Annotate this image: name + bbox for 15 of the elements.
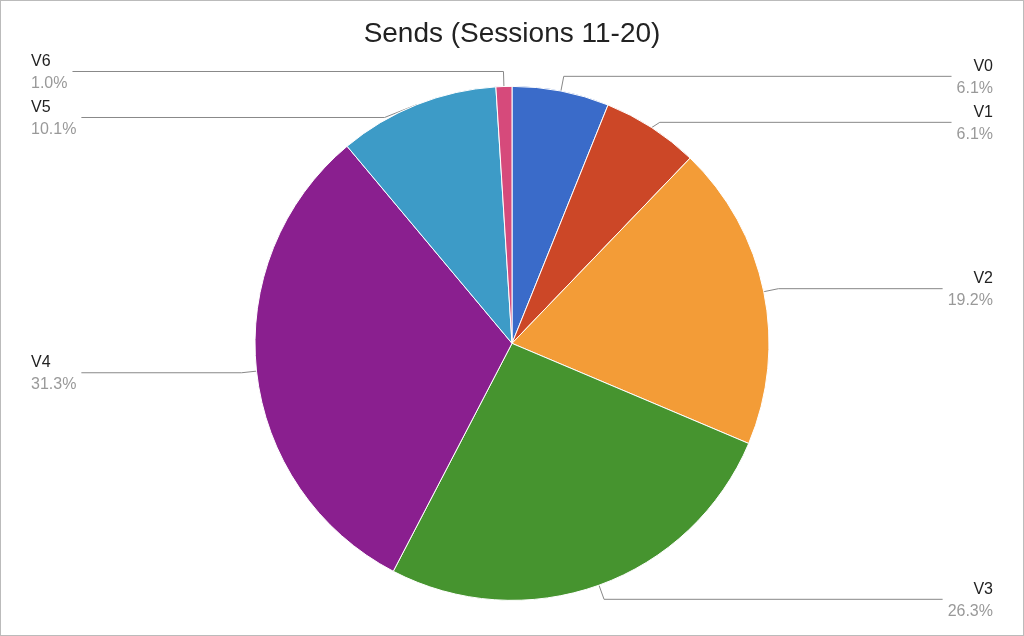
slice-label: V3 xyxy=(973,579,994,597)
slice-label: V4 xyxy=(31,353,51,371)
data-label: 31.3% xyxy=(31,375,77,393)
slice-label: V5 xyxy=(31,97,51,115)
data-label: 6.1% xyxy=(956,78,993,96)
data-label: 26.3% xyxy=(947,601,993,619)
slice-label: V1 xyxy=(973,102,994,120)
data-label: 6.1% xyxy=(956,124,993,142)
slice-label: V0 xyxy=(973,56,994,74)
slice-label: V6 xyxy=(31,51,51,69)
slice-label: V2 xyxy=(973,269,994,287)
data-label: 1.0% xyxy=(31,73,68,91)
data-label: 19.2% xyxy=(947,291,993,309)
data-label: 10.1% xyxy=(31,119,77,137)
chart-title: Sends (Sessions 11-20) xyxy=(363,16,661,48)
